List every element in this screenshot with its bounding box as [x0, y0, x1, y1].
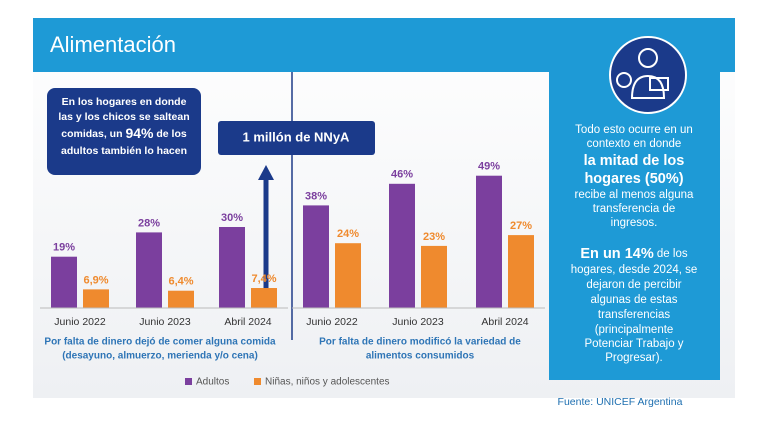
panel-line: transferencia de	[593, 203, 675, 215]
panel-line: Progresar).	[605, 352, 663, 364]
callout-line: En los hogares en donde	[62, 96, 187, 108]
text-segment: comidas, un	[61, 128, 125, 140]
panel-line: hogares (50%)	[584, 171, 683, 187]
chart-caption: alimentos consumidos	[366, 351, 475, 362]
callout-line: adultos también lo hacen	[61, 145, 187, 157]
value-label: 38%	[305, 190, 327, 202]
panel-line: (principalmente	[595, 324, 674, 336]
text-segment: (principalmente	[595, 324, 674, 336]
chart-caption: Por falta de dinero modificó la variedad…	[319, 337, 521, 348]
panel-line: Todo esto ocurre en un	[575, 124, 693, 136]
text-segment: Potenciar Trabajo y	[584, 338, 683, 350]
panel-line: Potenciar Trabajo y	[584, 338, 683, 350]
bar	[476, 175, 502, 308]
legend-label: Adultos	[196, 377, 229, 388]
panel-line: la mitad de los	[584, 153, 685, 169]
x-tick-label: Junio 2023	[139, 316, 191, 328]
x-tick-label: Junio 2022	[306, 316, 358, 328]
source: Fuente: UNICEF Argentina	[558, 396, 683, 408]
panel-line: hogares, desde 2024, se	[571, 264, 698, 276]
bar	[51, 256, 77, 308]
text-segment: En los hogares en donde	[62, 96, 187, 108]
value-label: 19%	[53, 242, 75, 254]
value-label: 27%	[510, 220, 532, 232]
text-segment: contexto en donde	[587, 138, 682, 150]
panel-line: contexto en donde	[587, 138, 682, 150]
text-segment: algunas de estas	[591, 294, 678, 306]
badge: 1 millón de NNyA	[243, 129, 351, 144]
bar	[303, 205, 329, 308]
text-segment: Todo esto ocurre en un	[575, 124, 693, 136]
value-label: 46%	[391, 169, 413, 181]
x-tick-label: Junio 2023	[392, 316, 444, 328]
panel-line: En un 14% de los	[580, 246, 687, 262]
legend-swatch	[254, 378, 261, 385]
text-segment: recibe al menos alguna	[575, 189, 695, 201]
text-segment: hogares, desde 2024, se	[571, 264, 698, 276]
bar	[251, 288, 277, 308]
x-tick-label: Junio 2022	[54, 316, 106, 328]
value-label: 28%	[138, 217, 160, 229]
value-label: 24%	[337, 228, 359, 240]
panel-line: transferencias	[598, 309, 670, 321]
text-segment: dejaron de percibir	[586, 279, 681, 291]
chart-caption: (desayuno, almuerzo, merienda y/o cena)	[62, 351, 258, 362]
text-segment: adultos también lo hacen	[61, 145, 187, 157]
value-label: 49%	[478, 161, 500, 173]
value-label: 7,4%	[251, 273, 276, 285]
value-label: 30%	[221, 212, 243, 224]
legend-label: Niñas, niños y adolescentes	[265, 377, 390, 388]
bar	[168, 290, 194, 308]
value-label: 6,4%	[168, 276, 193, 288]
bar	[136, 232, 162, 308]
bar	[83, 289, 109, 308]
icon	[609, 36, 687, 114]
panel-line: recibe al menos alguna	[575, 189, 695, 201]
text-segment: 94%	[125, 125, 154, 141]
bar	[335, 243, 361, 308]
x-tick-label: Abril 2024	[224, 316, 271, 328]
text-segment: las y los chicos se saltean	[58, 111, 189, 123]
text-segment: hogares (50%)	[584, 171, 683, 187]
badge-box	[218, 121, 375, 155]
text-segment: la mitad de los	[584, 153, 685, 169]
bar	[389, 183, 415, 308]
text-segment: Progresar).	[605, 352, 663, 364]
panel-line: dejaron de percibir	[586, 279, 681, 291]
callout-box	[47, 88, 201, 175]
chart-caption: Por falta de dinero dejó de comer alguna…	[44, 337, 276, 348]
text-segment: ingresos.	[611, 217, 658, 229]
value-label: 23%	[423, 231, 445, 243]
panel-line: ingresos.	[611, 217, 658, 229]
x-tick-label: Abril 2024	[481, 316, 528, 328]
panel-line: algunas de estas	[591, 294, 678, 306]
arrow-head	[258, 165, 274, 180]
title: Alimentación	[50, 32, 176, 57]
text-segment: transferencias	[598, 309, 670, 321]
text-segment: transferencia de	[593, 203, 675, 215]
text-segment: En un 14%	[580, 246, 653, 262]
bar	[508, 235, 534, 308]
callout-line: las y los chicos se saltean	[58, 111, 189, 123]
text-segment: de los	[153, 128, 186, 140]
legend-swatch	[185, 378, 192, 385]
callout-line: comidas, un 94% de los	[61, 125, 187, 141]
text-segment: de los	[654, 248, 688, 260]
bar	[421, 245, 447, 308]
value-label: 6,9%	[83, 274, 108, 286]
bar	[219, 227, 245, 308]
